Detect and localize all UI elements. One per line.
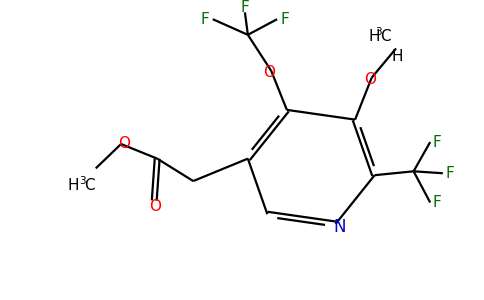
Text: O: O	[363, 72, 376, 87]
Text: C: C	[380, 29, 391, 44]
Text: H: H	[391, 49, 403, 64]
Text: C: C	[84, 178, 95, 194]
Text: F: F	[433, 134, 441, 150]
Text: F: F	[445, 166, 454, 181]
Text: H: H	[68, 178, 79, 194]
Text: F: F	[281, 12, 289, 27]
Text: H: H	[369, 29, 380, 44]
Text: F: F	[241, 0, 249, 15]
Text: 3: 3	[376, 27, 382, 37]
Text: F: F	[433, 195, 441, 210]
Text: 3: 3	[79, 176, 86, 186]
Text: N: N	[333, 218, 346, 236]
Text: O: O	[263, 65, 275, 80]
Text: O: O	[118, 136, 130, 151]
Text: O: O	[149, 199, 161, 214]
Text: F: F	[200, 12, 209, 27]
